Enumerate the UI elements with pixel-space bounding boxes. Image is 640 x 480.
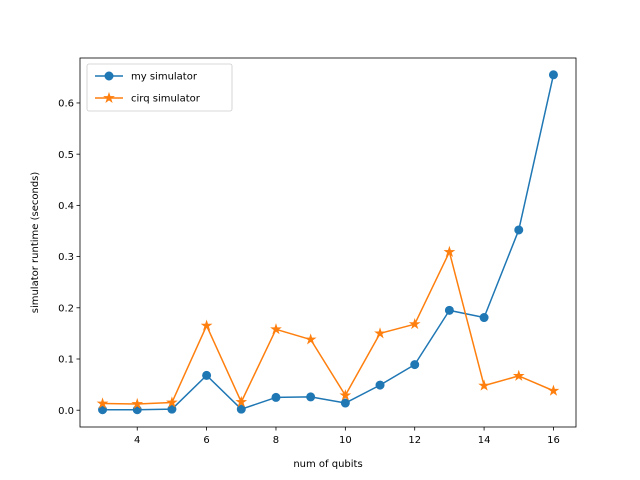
y-tick-label: 0.1 xyxy=(58,355,74,366)
y-tick-label: 0.4 xyxy=(58,201,74,212)
plot-area: 4 6 8 10 12 14 16 0.0 0.1 0.2 0.3 0.4 0.5 0.6 xyxy=(58,57,577,446)
my-simulator-point xyxy=(306,392,316,402)
my-simulator-point xyxy=(548,70,558,80)
cirq-simulator-point xyxy=(200,319,213,331)
my-simulator-point xyxy=(375,380,385,390)
my-simulator-point xyxy=(132,405,142,415)
y-axis-ticks: 0.0 0.1 0.2 0.3 0.4 0.5 0.6 xyxy=(58,99,80,417)
legend: my simulator cirq simulator xyxy=(86,63,233,112)
y-tick-label: 0.6 xyxy=(58,99,74,110)
x-tick-label: 10 xyxy=(339,435,352,446)
y-tick-label: 0.3 xyxy=(58,252,74,263)
x-tick-label: 14 xyxy=(478,435,491,446)
cirq-simulator-point xyxy=(270,323,282,335)
axes-frame xyxy=(79,57,577,428)
cirq-simulator-point xyxy=(408,318,421,330)
cirq-simulator-point xyxy=(304,333,317,345)
y-tick-label: 0.5 xyxy=(58,150,74,161)
my-simulator-point xyxy=(202,370,212,380)
cirq-simulator-point xyxy=(235,395,248,408)
my-simulator-point xyxy=(236,404,246,414)
x-tick-label: 8 xyxy=(273,435,279,446)
my-simulator-line xyxy=(102,74,555,411)
cirq-simulator-point xyxy=(478,379,490,391)
cirq-simulator-point xyxy=(339,389,352,401)
cirq-simulator-point xyxy=(96,397,109,409)
cirq-simulator-point xyxy=(512,369,525,381)
y-tick-label: 0.2 xyxy=(58,303,74,314)
series-layer xyxy=(96,70,560,415)
my-simulator-point xyxy=(271,392,281,402)
cirq-simulator-point xyxy=(374,327,386,339)
legend-my-simulator-label: my simulator xyxy=(131,72,198,83)
x-tick-label: 4 xyxy=(134,435,140,446)
my-simulator-point xyxy=(479,313,489,323)
my-simulator-point xyxy=(340,398,350,408)
legend-cirq-simulator-marker xyxy=(103,91,115,103)
cirq-simulator-point xyxy=(131,397,144,410)
x-tick-label: 16 xyxy=(547,435,560,446)
cirq-simulator-point xyxy=(547,384,560,396)
my-simulator-point xyxy=(410,360,420,370)
legend-my-simulator-marker xyxy=(104,71,114,81)
x-axis-ticks: 4 6 8 10 12 14 16 xyxy=(134,427,560,446)
y-tick-label: 0.0 xyxy=(58,406,74,417)
x-axis-label: num of qubits xyxy=(293,459,362,470)
cirq-simulator-point xyxy=(166,396,178,408)
legend-cirq-simulator-label: cirq simulator xyxy=(131,94,201,105)
my-simulator-point xyxy=(167,404,177,414)
x-tick-label: 12 xyxy=(408,435,421,446)
legend-items: my simulator cirq simulator xyxy=(95,71,201,105)
my-simulator-point xyxy=(444,305,454,315)
legend-frame xyxy=(86,63,233,112)
my-simulator-point xyxy=(514,225,524,235)
x-tick-label: 6 xyxy=(203,435,209,446)
cirq-simulator-line xyxy=(102,251,554,405)
cirq-simulator-point xyxy=(443,245,456,257)
y-axis-label: simulator runtime (seconds) xyxy=(30,172,41,314)
